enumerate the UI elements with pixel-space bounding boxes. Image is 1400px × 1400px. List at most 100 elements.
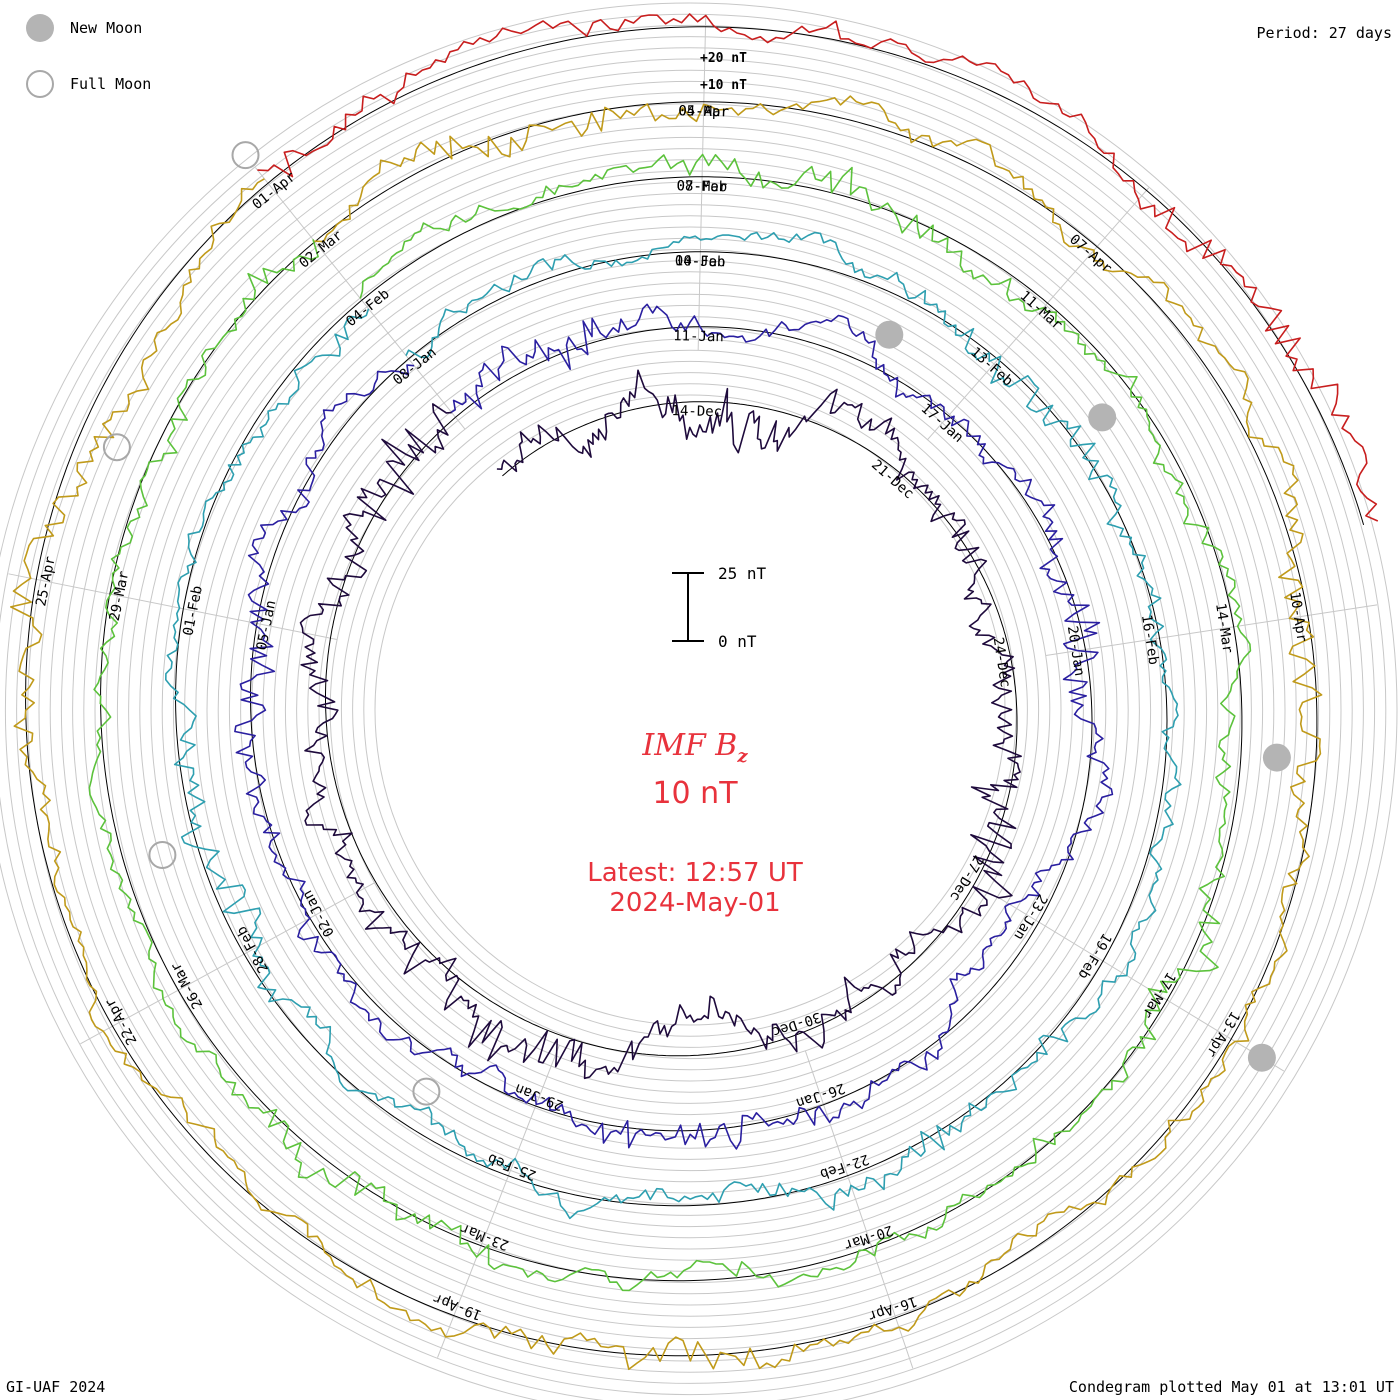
date-label-layer: 14-Dec21-Dec24-Dec27-Dec30-Dec11-Jan17-J… [33, 103, 1309, 1324]
full-moon-icon [26, 70, 54, 98]
ref-label-plus20: +20 nT [700, 51, 747, 66]
grid-circle [94, 114, 1286, 1306]
full-moon-label: Full Moon [70, 75, 152, 93]
grid-circle [4, 24, 1376, 1396]
grid-circle [139, 159, 1241, 1261]
grid-circle [228, 248, 1152, 1172]
radial-spoke [927, 187, 1150, 440]
grid-circle [83, 103, 1297, 1317]
grid-circle [27, 47, 1353, 1373]
full-moon-marker [148, 841, 177, 869]
scale-bar-bottom-label: 0 nT [718, 632, 757, 651]
date-label: 04-Apr [678, 103, 729, 120]
grid-circle [352, 372, 1028, 1048]
date-label: 24-Dec [990, 636, 1013, 688]
new-moon-marker [1262, 743, 1291, 772]
grid-circle [284, 304, 1096, 1116]
date-label: 02-Mar [296, 228, 345, 272]
grid-circle [72, 92, 1308, 1328]
series-baseline [174, 251, 1168, 1207]
date-label: 16-Feb [1138, 613, 1161, 665]
date-label: 05-Jan [254, 599, 280, 652]
grid-circle [184, 204, 1196, 1216]
radial-spoke [8, 573, 338, 640]
chart-title-quantity: IMF B [642, 728, 738, 763]
date-label: 14-Dec [671, 403, 722, 420]
series-trace [88, 153, 1252, 1292]
date-label: 14-Mar [1212, 602, 1235, 654]
new-moon-icon [26, 14, 54, 42]
radial-spoke [697, 15, 707, 351]
date-label: 28-Feb [234, 923, 272, 975]
grid-circle [116, 136, 1264, 1284]
date-label: 08-Mar [676, 178, 727, 195]
date-label: 25-Apr [33, 555, 59, 608]
date-label: 08-Jan [390, 345, 439, 389]
date-label: 25-Feb [486, 1150, 539, 1183]
grid-circle [172, 192, 1208, 1228]
grid-circle [318, 338, 1062, 1082]
chart-scale-label: 10 nT [652, 776, 738, 811]
grid-circle [206, 226, 1174, 1194]
latest-date: 2024-May-01 [609, 888, 781, 918]
grid-circle [150, 170, 1230, 1250]
grid-circle [340, 360, 1040, 1060]
moon-marker-layer [102, 141, 1291, 1106]
reference-labels: +20 nT +10 nT [700, 51, 747, 93]
date-label: 11-Jan [673, 328, 724, 345]
series-trace [299, 369, 1022, 1080]
series-baseline [100, 176, 1243, 1282]
date-label: 11-Mar [1017, 288, 1066, 333]
scale-bar-top-label: 25 nT [718, 564, 767, 583]
chart-title-subscript: z [737, 746, 748, 767]
ref-label-plus10: +10 nT [700, 78, 747, 93]
radial-spoke [437, 1045, 560, 1358]
radial-spoke [80, 882, 375, 1045]
radial-spoke [804, 1050, 914, 1369]
grid-circle [60, 80, 1320, 1340]
grid-circle [195, 215, 1185, 1205]
scale-bar: 25 nT 0 nT [672, 564, 767, 651]
legend-full-moon: Full Moon [26, 70, 151, 98]
new-moon-marker [875, 320, 904, 349]
new-moon-marker [1247, 1043, 1276, 1072]
date-label: 07-Feb [676, 178, 727, 195]
date-label: 21-Dec [868, 457, 917, 502]
plotted-label: Condegram plotted May 01 at 13:01 UT [1068, 1378, 1394, 1396]
date-label: 05-Mar [678, 103, 729, 120]
date-label: 13-Apr [1203, 1008, 1243, 1060]
grid-circle [273, 293, 1107, 1127]
grid-circle [262, 282, 1118, 1138]
grid-circle [307, 327, 1073, 1093]
new-moon-marker [1088, 403, 1117, 432]
grid-circle [16, 36, 1364, 1384]
radial-spoke [1045, 604, 1378, 657]
grid-circle [161, 181, 1219, 1239]
date-label: 04-Jan [675, 253, 726, 270]
series-trace [257, 13, 1379, 522]
date-label: 01-Apr [249, 169, 298, 213]
full-moon-marker [412, 1077, 441, 1106]
grid-circle [49, 69, 1331, 1351]
series-trace [10, 95, 1323, 1371]
latest-time: Latest: 12:57 UT [587, 858, 803, 888]
grid-circle [251, 271, 1129, 1149]
grid-circle [363, 383, 1017, 1037]
full-moon-marker [102, 433, 131, 462]
full-moon-marker [231, 141, 260, 170]
date-label: 10-Apr [1286, 591, 1309, 643]
grid-circle [296, 316, 1084, 1104]
chart-title: IMF Bz [0, 728, 1390, 767]
series-baseline [267, 26, 1365, 526]
grid-circle [374, 394, 1006, 1026]
legend-new-moon: New Moon [26, 14, 142, 42]
series-trace [234, 303, 1114, 1150]
new-moon-label: New Moon [70, 19, 143, 37]
series-layer [10, 13, 1379, 1371]
series-trace [165, 231, 1182, 1220]
date-label: 20-Jan [1064, 625, 1087, 677]
grid-circle [240, 260, 1140, 1160]
latest-update: Latest: 12:57 UT 2024-May-01 [0, 858, 1390, 918]
